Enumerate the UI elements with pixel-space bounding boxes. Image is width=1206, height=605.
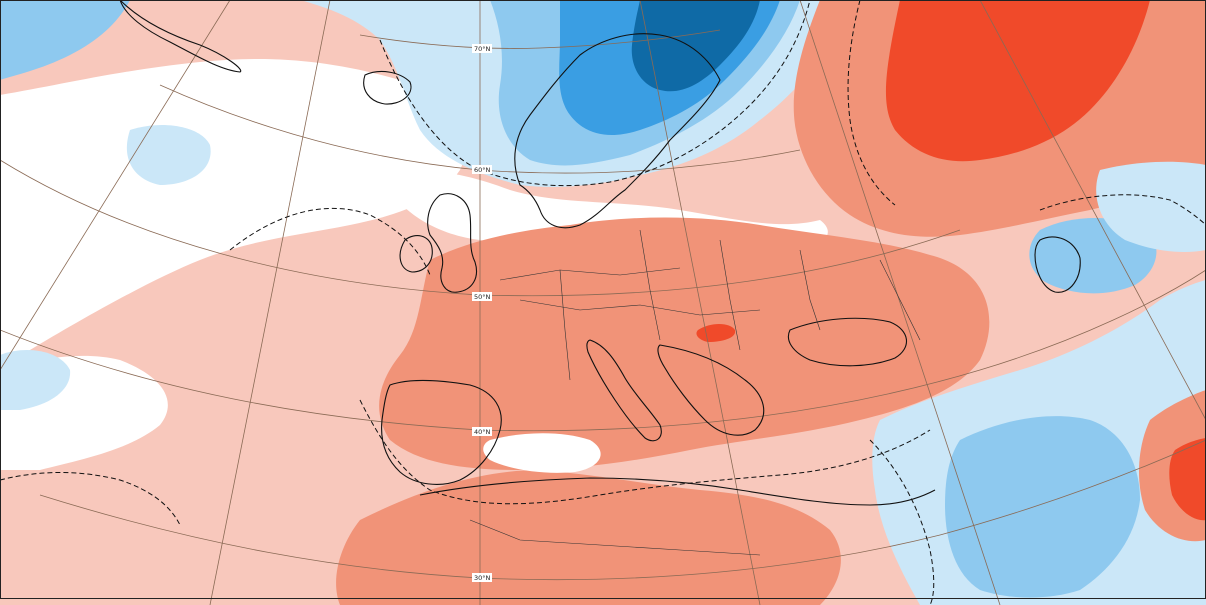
coast-italy <box>586 339 662 442</box>
coast-iceland <box>363 70 412 105</box>
border-5 <box>719 239 741 351</box>
border-4 <box>639 229 661 341</box>
cold-region-greenland <box>0 0 130 80</box>
contour-atlantic <box>229 207 431 276</box>
cold-patch-atlantic <box>126 125 211 185</box>
latitude-label-40n: 40°N <box>474 428 491 436</box>
strong-warm-region-russia <box>885 0 1150 162</box>
neutral-region-north-atlantic <box>0 59 467 360</box>
border-8 <box>469 519 761 556</box>
coast-caspian <box>1034 236 1081 293</box>
border-1 <box>499 267 681 281</box>
latitude-label-30n: 30°N <box>474 574 491 582</box>
warm-region-europe <box>379 217 990 470</box>
latitude-label-70n: 70°N <box>474 45 491 53</box>
very-strong-cold-core <box>631 0 760 92</box>
latitude-labels: 70°N 60°N 50°N 40°N 30°N <box>472 44 492 582</box>
coast-british-isles <box>427 193 477 293</box>
country-borders <box>469 229 921 556</box>
coast-iberia <box>381 379 502 485</box>
contour-scandinavia <box>379 0 811 187</box>
meridian-5 <box>0 0 231 371</box>
latitude-label-50n: 50°N <box>474 293 491 301</box>
contour-middle-east <box>869 439 935 605</box>
label-bg-50n <box>472 292 492 301</box>
label-bg-30n <box>472 573 492 582</box>
border-3 <box>559 269 571 381</box>
contour-russia <box>847 0 896 206</box>
warm-region-north-africa <box>336 470 841 605</box>
coastlines <box>119 0 1081 506</box>
strong-warm-region-southeast-edge <box>1169 438 1206 521</box>
contour-east <box>1039 194 1206 226</box>
latitude-line-40n <box>0 269 1206 432</box>
label-bg-60n <box>472 165 492 174</box>
border-7 <box>879 259 921 341</box>
coast-ireland <box>399 235 433 273</box>
contour-europe-south <box>359 399 931 505</box>
coast-scandinavia <box>514 33 721 229</box>
cold-region-middle-east <box>945 416 1140 598</box>
border-6 <box>799 249 821 331</box>
latitude-line-70n <box>359 29 721 49</box>
meridian-2 <box>639 0 761 605</box>
contour-west <box>0 472 181 526</box>
coast-black-sea <box>787 317 907 367</box>
coast-balkans <box>657 344 765 436</box>
label-bg-70n <box>472 44 492 53</box>
coast-greenland <box>119 0 242 73</box>
latitude-line-30n <box>39 439 1206 581</box>
cold-patch-azores <box>0 350 71 410</box>
cold-region-east-edge <box>1096 161 1206 252</box>
border-2 <box>519 299 761 316</box>
meridian-4 <box>209 0 331 605</box>
label-bg-40n <box>472 427 492 436</box>
coast-north-africa <box>419 477 936 506</box>
meridian-3 <box>799 0 1001 605</box>
meridian-6 <box>979 0 1206 421</box>
neutral-region-mediterranean <box>483 433 601 473</box>
strong-warm-spot-hungary <box>696 324 736 342</box>
latitude-label-60n: 60°N <box>474 166 491 174</box>
